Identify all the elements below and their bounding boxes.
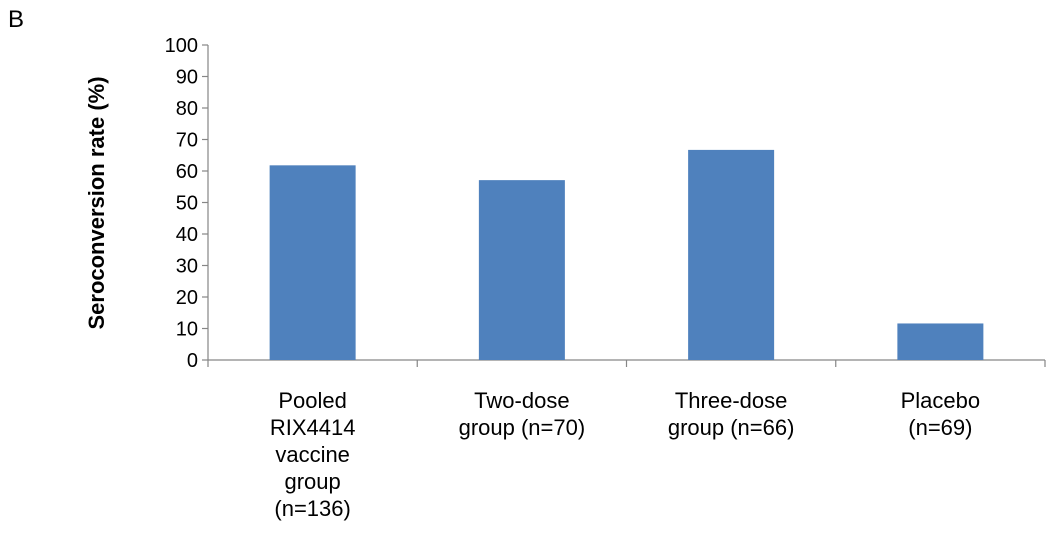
- bars: [269, 149, 984, 360]
- x-tick-label: Two-dose group (n=70): [459, 388, 586, 440]
- x-tick-label-line: Three-dose: [675, 388, 788, 413]
- x-tick-label-line: Two-dose: [474, 388, 569, 413]
- x-tick-label-line: RIX4414: [270, 415, 356, 440]
- x-tick-label-line: vaccine: [275, 442, 350, 467]
- x-tick-label: Placebo (n=69): [901, 388, 981, 440]
- y-tick-label: 50: [176, 193, 198, 215]
- bar: [269, 165, 356, 360]
- y-tick-label: 90: [176, 67, 198, 89]
- bar: [897, 323, 984, 360]
- x-tick-label-line: (n=69): [908, 415, 972, 440]
- x-tick-label: Three-dose group (n=66): [668, 388, 795, 440]
- x-tick-label-line: group (n=66): [668, 415, 795, 440]
- y-tick-label: 70: [176, 130, 198, 152]
- y-tick-label: 10: [176, 319, 198, 341]
- panel-label: B: [8, 6, 25, 33]
- x-tick-label-line: group: [284, 469, 340, 494]
- x-tick-label-line: (n=136): [274, 496, 350, 521]
- x-tick-labels: Pooled RIX4414 vaccine group (n=136) Two-dose…: [270, 388, 980, 521]
- bar: [478, 180, 565, 360]
- y-ticks: 0 10 20 30 40 50 60 70 80 90 100: [165, 35, 208, 372]
- y-tick-label: 80: [176, 98, 198, 120]
- y-axis-label-group: Seroconversion rate (%): [84, 76, 109, 329]
- y-tick-label: 60: [176, 161, 198, 183]
- y-tick-label: 40: [176, 224, 198, 246]
- bar: [688, 149, 775, 360]
- y-tick-label: 20: [176, 287, 198, 309]
- y-axis-label: Seroconversion rate (%): [84, 76, 109, 329]
- x-tick-label-line: group (n=70): [459, 415, 586, 440]
- x-tick-label-line: Pooled: [278, 388, 347, 413]
- y-tick-label: 100: [165, 35, 198, 57]
- x-tick-label: Pooled RIX4414 vaccine group (n=136): [270, 388, 356, 521]
- y-tick-label: 30: [176, 256, 198, 278]
- x-tick-label-line: Placebo: [901, 388, 981, 413]
- y-tick-label: 0: [187, 350, 198, 372]
